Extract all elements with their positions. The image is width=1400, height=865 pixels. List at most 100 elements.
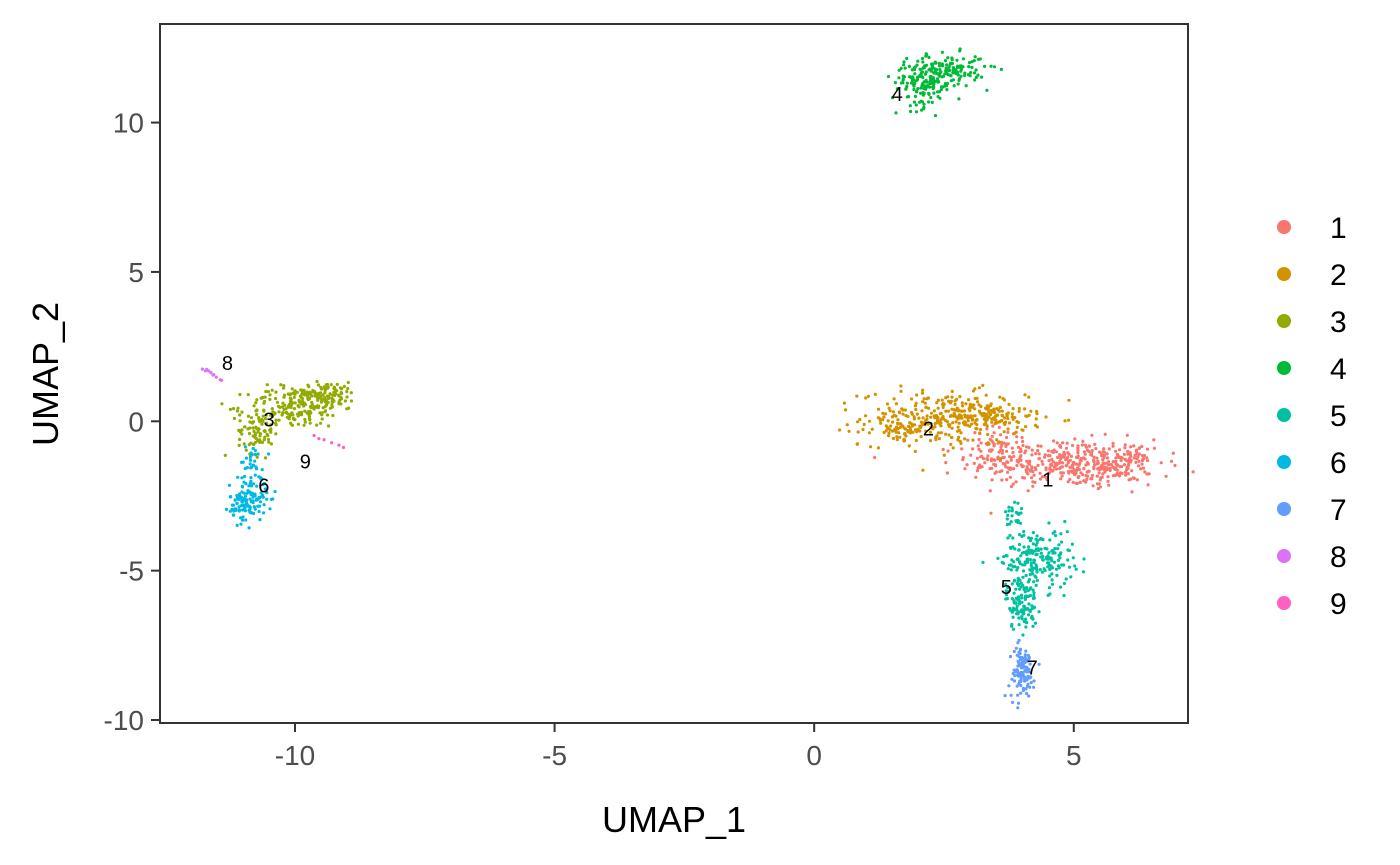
data-point	[1036, 538, 1040, 542]
data-point	[1062, 452, 1066, 456]
data-point	[899, 384, 903, 388]
data-point	[1136, 455, 1140, 459]
data-point	[1021, 686, 1025, 691]
data-point	[1062, 593, 1066, 598]
data-point	[279, 383, 283, 387]
data-point	[931, 62, 935, 66]
data-point	[1011, 615, 1015, 619]
data-point	[303, 420, 307, 424]
data-point	[963, 467, 967, 471]
data-point	[936, 406, 940, 410]
data-point	[974, 68, 978, 72]
data-point	[293, 401, 297, 405]
data-point	[1146, 483, 1150, 487]
data-point	[1142, 456, 1146, 461]
data-point	[340, 387, 344, 391]
data-point	[919, 435, 923, 439]
data-point	[944, 461, 948, 465]
data-point	[913, 94, 918, 98]
data-point	[938, 412, 943, 416]
data-point	[1006, 470, 1010, 474]
data-point	[1014, 646, 1018, 650]
data-point	[908, 426, 912, 430]
data-point	[1140, 444, 1144, 449]
data-point	[943, 83, 947, 87]
data-point	[847, 429, 851, 433]
data-point	[888, 409, 892, 413]
data-point	[979, 449, 983, 453]
data-point	[207, 369, 211, 373]
data-point	[894, 402, 899, 406]
data-point	[996, 457, 1000, 461]
data-point	[1012, 668, 1016, 672]
data-point	[1134, 448, 1139, 452]
data-point	[1067, 471, 1071, 475]
data-point	[898, 425, 903, 429]
data-point	[317, 437, 321, 441]
data-point	[1128, 460, 1133, 464]
data-point	[1039, 551, 1043, 555]
data-point	[241, 515, 245, 519]
data-point	[1018, 561, 1022, 566]
cluster-label-5: 5	[1001, 577, 1012, 599]
data-point	[1095, 456, 1099, 460]
data-point	[1043, 453, 1047, 457]
data-point	[1022, 675, 1026, 679]
data-point	[870, 427, 874, 431]
data-point	[1039, 547, 1043, 551]
data-point	[1000, 448, 1005, 453]
data-point	[1000, 409, 1004, 413]
data-point	[260, 440, 265, 444]
data-point	[248, 426, 252, 430]
data-point	[250, 511, 254, 515]
data-point	[1060, 474, 1064, 478]
data-point	[910, 424, 914, 428]
data-point	[882, 430, 886, 435]
data-point	[1002, 456, 1006, 460]
data-point	[1011, 450, 1015, 455]
data-point	[332, 399, 336, 403]
data-point	[200, 367, 204, 371]
data-point	[249, 493, 253, 497]
data-point	[1119, 458, 1123, 462]
data-point	[924, 418, 928, 422]
data-point	[307, 385, 311, 389]
data-point	[986, 432, 990, 437]
data-point	[1064, 577, 1068, 581]
data-point	[979, 404, 983, 409]
data-point	[1049, 564, 1053, 568]
data-point	[999, 433, 1003, 437]
data-point	[326, 386, 330, 390]
data-point	[1173, 463, 1177, 468]
data-point	[951, 66, 956, 70]
data-point	[1017, 458, 1021, 462]
data-point	[1059, 477, 1063, 481]
data-point	[1049, 468, 1053, 472]
data-point	[261, 419, 265, 423]
cluster-label-3: 3	[263, 410, 274, 432]
data-point	[969, 71, 973, 75]
data-point	[1027, 694, 1031, 698]
data-point	[298, 394, 302, 398]
data-point	[934, 71, 938, 75]
data-point	[919, 91, 923, 95]
data-point	[950, 407, 954, 411]
data-point	[922, 80, 926, 84]
data-point	[1013, 416, 1017, 420]
data-point	[932, 91, 936, 95]
data-point	[1083, 452, 1087, 456]
data-point	[974, 75, 979, 79]
data-point	[876, 407, 881, 411]
data-point	[963, 73, 967, 78]
data-point	[332, 390, 336, 394]
data-point	[259, 396, 263, 400]
data-point	[866, 394, 871, 398]
data-point	[252, 429, 256, 433]
data-point	[256, 452, 260, 456]
data-point	[881, 411, 885, 415]
data-point	[937, 61, 942, 65]
data-point	[1016, 566, 1020, 570]
data-point	[1011, 700, 1015, 705]
data-point	[313, 393, 318, 397]
data-point	[214, 375, 218, 379]
